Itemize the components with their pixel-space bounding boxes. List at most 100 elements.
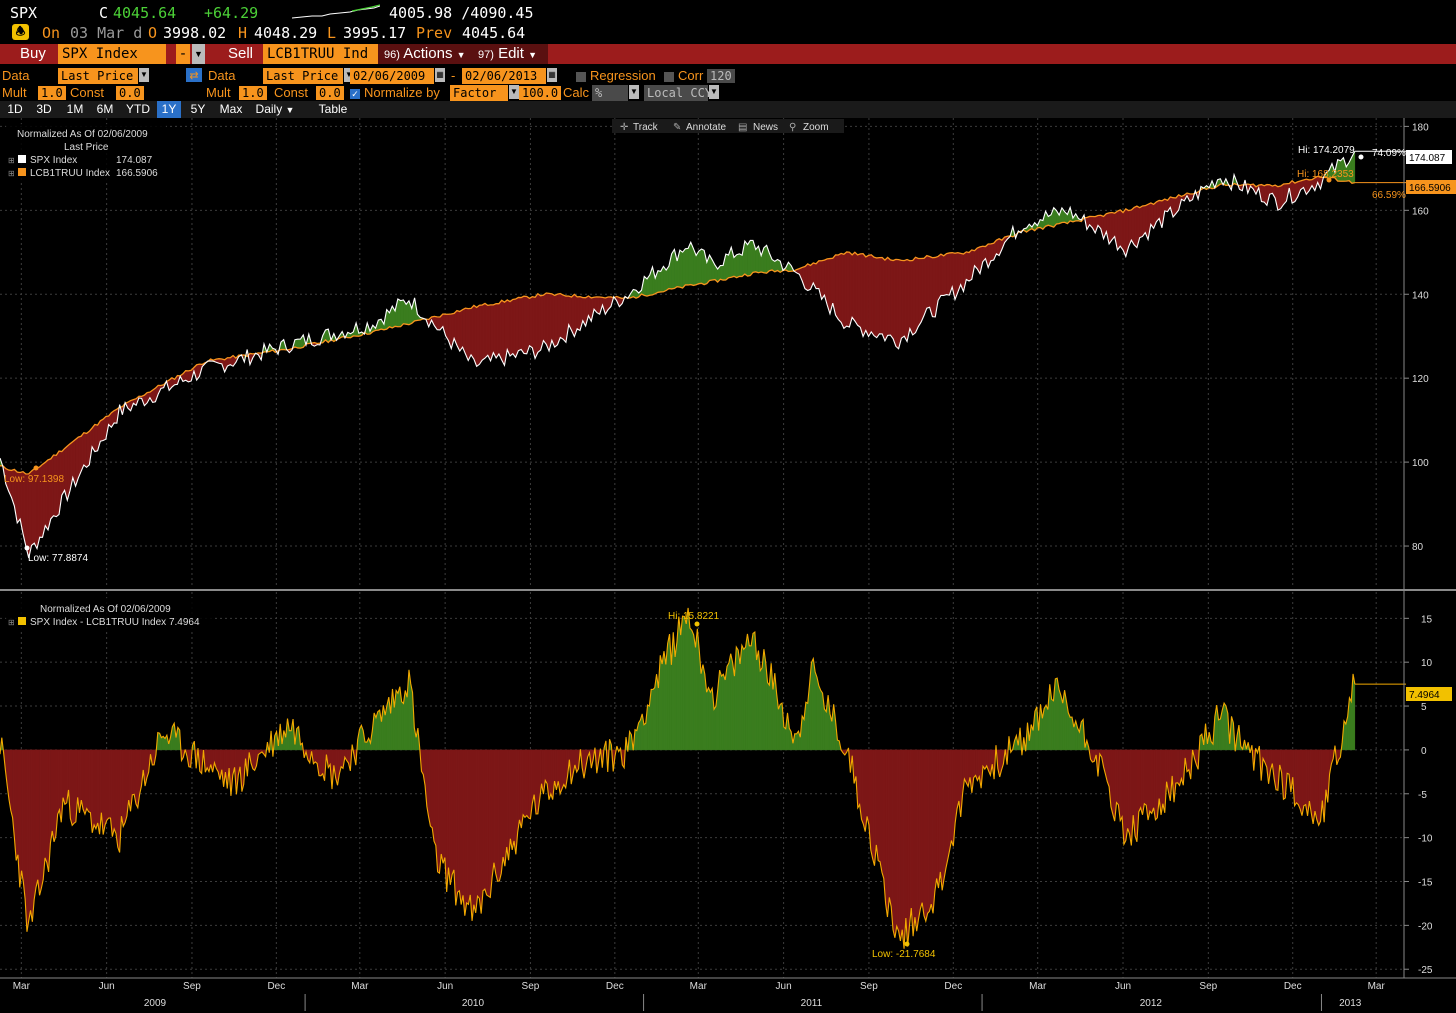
track-button[interactable]: Track — [633, 122, 659, 133]
factor-field[interactable]: 100.0 — [519, 85, 562, 101]
spread-area-segment — [920, 749, 923, 909]
corr-checkbox[interactable]: Corr — [664, 68, 703, 84]
corr-window-field[interactable]: 120 — [707, 68, 735, 84]
spread-area-segment — [1299, 749, 1303, 816]
normalize-checkbox[interactable]: ✓ Normalize by — [350, 85, 440, 101]
comparison-chart[interactable]: 80 100 120 140 160 180 -25 -20 -15 -10 -5 0 5 10 15 Ma… — [0, 118, 1456, 1013]
end-date-field[interactable]: 02/06/2013 ▦ — [462, 68, 557, 84]
spread-area-segment — [152, 749, 155, 766]
actions-menu[interactable]: 96) Actions ▼ — [378, 44, 478, 64]
spread-area-segment — [916, 749, 919, 932]
x-month-label: Mar — [1368, 981, 1386, 992]
mult2-field[interactable]: 1.0 — [239, 85, 267, 101]
spread-area-segment — [495, 749, 498, 882]
data2-label: Data — [208, 68, 236, 83]
data1-select[interactable]: Last Price ▼ — [58, 68, 149, 84]
sell-security-field[interactable]: LCB1TRUU Ind — [263, 44, 379, 64]
const2-field[interactable]: 0.0 — [316, 85, 344, 101]
spread-low-label: Low: -21.7684 — [872, 949, 936, 960]
expand-icon[interactable]: ⊞ — [8, 156, 15, 165]
period-ytd[interactable]: YTD — [126, 102, 150, 116]
table-button[interactable]: Table — [318, 102, 348, 116]
period-1d[interactable]: 1D — [7, 102, 23, 116]
spread-fill-segment — [736, 253, 740, 279]
regression-checkbox[interactable]: Regression — [576, 68, 656, 84]
buy-security-field[interactable]: SPX Index — [58, 44, 166, 64]
calc-select[interactable]: % ▼ — [592, 85, 639, 101]
lower-y-tick-label: -25 — [1418, 965, 1433, 976]
alert-bell-icon[interactable]: 🕭 — [12, 24, 29, 40]
spread-area-segment — [909, 749, 912, 926]
lcb-legend-name: LCB1TRUU Index — [30, 168, 110, 179]
spread-fill-segment — [1142, 205, 1146, 238]
mult1-field[interactable]: 1.0 — [38, 85, 66, 101]
swap-arrows-icon[interactable]: ⇄ — [186, 68, 202, 82]
spread-area-segment — [440, 749, 444, 864]
news-button[interactable]: News — [753, 122, 778, 133]
spread-fill-segment — [484, 302, 489, 359]
spread-fill-segment — [996, 238, 1000, 256]
lower-legend[interactable]: Normalized As Of 02/06/2009 ⊞ SPX Index … — [6, 598, 212, 630]
annotate-button[interactable]: Annotate — [686, 122, 726, 133]
spread-area-segment — [86, 749, 89, 813]
const1-field[interactable]: 0.0 — [116, 85, 144, 101]
spx-high-marker — [1358, 154, 1364, 160]
expand-icon[interactable]: ⊞ — [8, 169, 15, 178]
spread-area-segment — [811, 658, 814, 751]
period-1y[interactable]: 1Y — [157, 101, 181, 118]
frequency-select[interactable]: Daily ▼ — [250, 101, 300, 118]
x-year-label: 2012 — [1140, 998, 1163, 1009]
spread-fill-segment — [946, 252, 950, 296]
normalize-value: Factor — [450, 85, 508, 101]
spread-area-segment — [112, 749, 115, 837]
spread-area-segment — [102, 749, 106, 835]
period-6m[interactable]: 6M — [96, 102, 114, 116]
normalize-select[interactable]: Factor ▼ — [450, 85, 519, 101]
checkbox-icon — [576, 71, 586, 82]
spread-area-segment — [1069, 716, 1073, 751]
zoom-button[interactable]: Zoom — [803, 122, 829, 133]
spread-area-segment — [652, 687, 656, 751]
spread-area-segment — [747, 633, 750, 751]
spread-fill-segment — [895, 259, 899, 350]
spread-fill-segment — [378, 318, 382, 331]
lcb-legend-value: 166.5906 — [116, 168, 158, 179]
open-label: O — [148, 24, 158, 42]
spread-fill-segment — [61, 447, 65, 497]
period-max[interactable]: Max — [219, 102, 243, 116]
chevron-down-icon: ▼ — [709, 85, 719, 99]
x-month-label: Dec — [944, 981, 962, 992]
spread-fill-segment — [1131, 206, 1135, 246]
spread-area-segment — [896, 749, 899, 932]
currency-select[interactable]: Local CCY▼ — [644, 85, 719, 101]
edit-menu[interactable]: 97) Edit ▼ — [472, 44, 548, 64]
swap-dropdown[interactable]: - — [176, 44, 190, 64]
data2-select[interactable]: Last Price ▼ — [263, 68, 354, 84]
spread-area-segment — [638, 719, 641, 751]
spread-area-segment — [468, 749, 471, 905]
spx-pct-label: 74.09% — [1372, 148, 1406, 159]
spread-area-segment — [1149, 749, 1153, 815]
period-1m[interactable]: 1M — [66, 102, 84, 116]
spread-area-segment — [1298, 749, 1301, 810]
ticker-symbol[interactable]: SPX — [10, 4, 38, 22]
spread-fill-segment — [113, 408, 118, 424]
spread-fill-segment — [932, 257, 936, 318]
period-5y[interactable]: 5Y — [190, 102, 206, 116]
spread-area-segment — [663, 651, 667, 751]
expand-icon[interactable]: ⊞ — [8, 618, 15, 627]
spread-fill-segment — [400, 299, 404, 328]
lcb-series-line — [0, 175, 1355, 475]
lcb-low-label: Low: 97.1398 — [4, 474, 64, 485]
spread-area-segment — [945, 749, 948, 869]
spread-area-segment — [548, 749, 552, 800]
spx-low-marker — [24, 545, 30, 551]
spread-series-line — [0, 607, 1356, 949]
upper-legend[interactable]: Normalized As Of 02/06/2009 Last Price ⊞… — [6, 124, 166, 182]
chevron-down-icon[interactable]: ▼ — [192, 44, 205, 64]
spread-fill-segment — [763, 244, 767, 274]
start-date-field[interactable]: 02/06/2009 ▦ — [350, 68, 445, 84]
period-3d[interactable]: 3D — [36, 102, 52, 116]
spread-area-segment — [161, 735, 164, 751]
data1-label: Data — [2, 68, 30, 83]
